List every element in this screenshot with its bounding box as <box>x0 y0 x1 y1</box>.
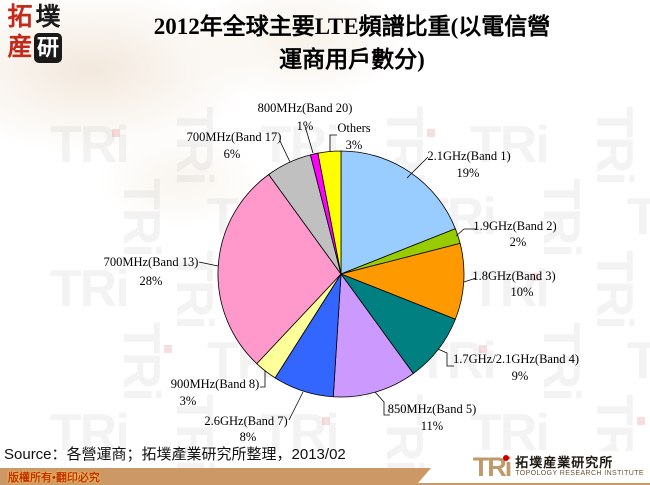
slice-pct-band5: 11% <box>420 419 444 433</box>
leader-line-band2 <box>455 228 476 237</box>
pie-slice-0 <box>340 150 456 275</box>
slice-label-band17: 700MHz(Band 17) <box>186 130 282 144</box>
slice-pct-band2: 2% <box>509 235 527 249</box>
seal-char: 拓 <box>7 4 33 31</box>
slice-label-band5: 850MHz(Band 5) <box>387 402 477 416</box>
tri-logo-word: TRi <box>473 453 512 481</box>
slice-pct-band4: 9% <box>511 369 529 383</box>
slice-pct-band7: 8% <box>239 430 257 444</box>
seal-char: 研 <box>34 33 62 63</box>
copyright-text: 版權所有•翻印必究 <box>8 472 100 484</box>
slice-pct-band3: 10% <box>510 285 534 299</box>
seal-char: 墣 <box>35 4 61 31</box>
pie-slice-7 <box>217 174 342 365</box>
leader-line-band17 <box>279 140 291 163</box>
slice-label-band2: 1.9GHz(Band 2) <box>473 219 557 233</box>
slice-label-others: Others <box>337 121 371 135</box>
leader-line-band3 <box>463 277 477 283</box>
tri-seal-logo: 拓 墣 産 研 <box>6 3 62 63</box>
leader-line-band1 <box>406 156 429 179</box>
leader-line-band8 <box>260 371 266 388</box>
leader-line-others <box>329 134 337 152</box>
slice-label-band3: 1.8GHz(Band 3) <box>472 269 556 283</box>
slice-label-band20: 800MHz(Band 20) <box>257 101 353 115</box>
leader-line-band7 <box>288 391 304 421</box>
slice-label-band4: 1.7GHz/2.1GHz(Band 4) <box>452 352 580 366</box>
leader-lines <box>198 125 477 421</box>
seal-char: 産 <box>7 34 33 61</box>
slice-label-band7: 2.6GHz(Band 7) <box>204 414 288 428</box>
leader-line-band13 <box>198 261 219 267</box>
leader-line-band4 <box>437 348 454 367</box>
slice-pct-band1: 19% <box>456 166 480 180</box>
page-title: 2012年全球主要LTE頻譜比重(以電信營 運商用戶數分) <box>72 10 632 76</box>
slice-label-band13: 700MHz(Band 13) <box>103 255 199 269</box>
tri-logo-english-name: TOPOLOGY RESEARCH INSTITUTE <box>515 470 644 477</box>
slice-label-band8: 900MHz(Band 8) <box>170 377 260 391</box>
slice-label-band1: 2.1GHz(Band 1) <box>427 149 511 163</box>
slice-pct-band17: 6% <box>223 147 241 161</box>
tri-logo-red-dot-icon <box>503 454 510 461</box>
slice-pct-band8: 3% <box>179 394 197 408</box>
tri-logo: TRi 拓墣産業研究所 TOPOLOGY RESEARCH INSTITUTE <box>418 451 650 483</box>
page-title-line1: 2012年全球主要LTE頻譜比重(以電信營 <box>153 14 551 39</box>
slice-pct-band20: 1% <box>296 119 314 133</box>
leader-line-band20 <box>304 125 314 154</box>
source-note: Source：各營運商；拓墣產業研究所整理，2013/02 <box>4 446 346 463</box>
slice-pct-others: 3% <box>345 138 363 152</box>
page-title-line2: 運商用戶數分) <box>279 47 425 72</box>
leader-line-band5 <box>374 391 390 416</box>
pie-slice-2 <box>340 243 465 320</box>
slice-pct-band13: 28% <box>139 274 163 288</box>
tri-logo-chinese-name: 拓墣産業研究所 <box>515 455 614 470</box>
pie-slice-10 <box>317 150 342 275</box>
